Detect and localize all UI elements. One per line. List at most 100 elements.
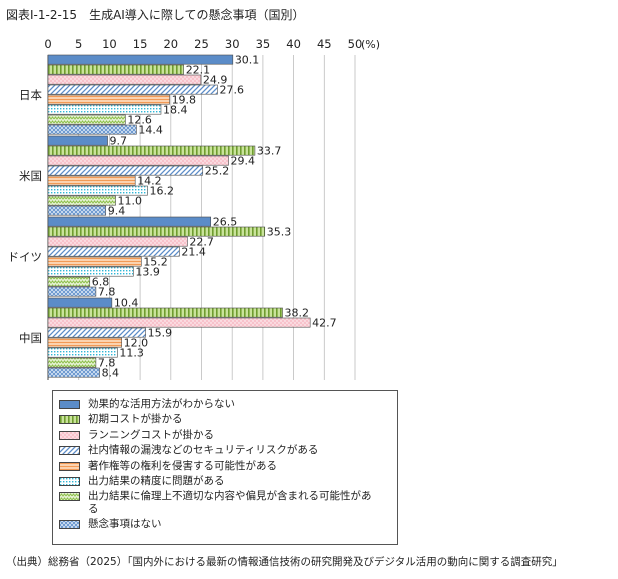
data-label: 26.5 xyxy=(213,216,238,229)
legend-swatch xyxy=(59,492,80,502)
legend-swatch xyxy=(59,446,80,456)
data-label: 22.1 xyxy=(186,64,211,77)
legend-item: 懸念事項はない xyxy=(59,518,397,533)
bar xyxy=(47,236,188,247)
bar xyxy=(47,205,107,216)
x-tick-label: 15 xyxy=(133,37,148,51)
data-label: 14.4 xyxy=(138,124,163,137)
legend-label: 初期コストが掛かる xyxy=(88,413,183,426)
data-label: 15.9 xyxy=(148,327,173,340)
data-label: 22.7 xyxy=(189,236,214,249)
x-tick-label: 45 xyxy=(317,37,332,51)
data-labels: 30.122.124.927.619.818.412.614.49.733.72… xyxy=(92,54,337,380)
data-label: 11.3 xyxy=(119,347,144,360)
legend-label: 著作権等の権利を侵害する可能性がある xyxy=(88,459,277,472)
data-label: 9.4 xyxy=(108,205,126,218)
legend-label: 効果的な活用方法がわからない xyxy=(88,398,235,410)
legend-item: ランニングコストが掛かる xyxy=(59,429,397,444)
figure-title: 図表Ⅰ-1-2-15 生成AI導入に際しての懸念事項（国別） xyxy=(6,8,305,22)
x-tick-label: 35 xyxy=(256,37,271,51)
legend: 効果的な活用方法がわからない 初期コストが掛かるランニングコストが掛かる社内情報の… xyxy=(52,390,398,545)
bar xyxy=(47,94,170,105)
data-label: 25.2 xyxy=(205,165,230,178)
data-label: 21.4 xyxy=(181,246,206,259)
data-label: 24.9 xyxy=(203,74,228,87)
category-label: 日本 xyxy=(19,88,42,102)
data-label: 27.6 xyxy=(219,84,244,97)
bar xyxy=(47,337,122,348)
bar xyxy=(47,327,146,338)
data-label: 7.8 xyxy=(98,357,116,370)
bar xyxy=(47,145,256,156)
source-note: （出典）総務省（2025）「国内外における最新の情報通信技術の研究開発及びデジタ… xyxy=(6,556,563,568)
bar xyxy=(47,84,218,95)
data-label: 7.8 xyxy=(98,286,116,299)
legend-item: 著作権等の権利を侵害する可能性がある xyxy=(59,460,397,475)
data-label: 12.0 xyxy=(124,337,148,350)
x-tick-label: 0 xyxy=(44,37,51,51)
legend-item: 効果的な活用方法がわからない xyxy=(59,398,397,413)
x-tick-label: 40 xyxy=(286,37,301,51)
x-unit-label: (%) xyxy=(361,38,380,51)
data-label: 16.2 xyxy=(149,185,174,198)
bar xyxy=(47,195,116,206)
legend-swatch xyxy=(59,415,80,425)
x-tick-label: 20 xyxy=(163,37,178,51)
bar xyxy=(47,135,108,146)
bar xyxy=(47,175,136,186)
x-axis-ticks: 0 5 10 15 20 25 30 35 40 45 50(%) xyxy=(44,37,380,51)
data-label: 15.2 xyxy=(143,256,168,269)
legend-label: ランニングコストが掛かる xyxy=(88,428,214,441)
data-label: 14.2 xyxy=(137,175,162,188)
bar xyxy=(47,276,91,287)
bar xyxy=(47,357,97,368)
bar xyxy=(47,246,180,257)
category-label: 米国 xyxy=(19,169,42,183)
bar xyxy=(47,226,266,237)
x-tick-label: 50 xyxy=(348,37,363,51)
legend-label: 社内情報の漏洩などのセキュリティリスクがある xyxy=(88,444,319,457)
bar xyxy=(47,307,283,318)
bar xyxy=(47,286,97,297)
bars xyxy=(47,54,311,378)
data-label: 42.7 xyxy=(312,317,337,330)
x-tick-label: 30 xyxy=(225,37,240,51)
data-label: 35.3 xyxy=(267,226,292,239)
bar xyxy=(47,64,184,75)
data-label: 19.8 xyxy=(172,94,197,107)
data-label: 33.7 xyxy=(257,145,282,158)
legend-item: 出力結果に倫理上不適切な内容や偏見が含まれる可能性がある xyxy=(59,490,397,518)
legend-item: 社内情報の漏洩などのセキュリティリスクがある xyxy=(59,444,397,459)
legend-swatch xyxy=(59,430,80,440)
legend-swatch xyxy=(59,461,80,471)
bar xyxy=(47,256,142,267)
bar xyxy=(47,104,162,115)
x-tick-label: 25 xyxy=(194,37,209,51)
category-label: 中国 xyxy=(19,331,42,345)
data-label: 30.1 xyxy=(235,54,260,67)
bar xyxy=(47,74,202,85)
data-label: 38.2 xyxy=(285,307,310,320)
bar xyxy=(47,367,100,378)
bar xyxy=(47,297,113,308)
data-label: 8.4 xyxy=(102,367,120,380)
data-label: 9.7 xyxy=(110,135,128,148)
data-label: 13.9 xyxy=(135,266,160,279)
legend-item: 出力結果の精度に問題がある xyxy=(59,475,397,490)
data-label: 6.8 xyxy=(92,276,110,289)
legend-label: 懸念事項はない xyxy=(88,518,162,531)
x-tick-label: 5 xyxy=(75,37,82,51)
legend-swatch xyxy=(59,520,80,530)
bar xyxy=(47,165,204,176)
bar xyxy=(47,266,134,277)
data-label: 11.0 xyxy=(118,195,143,208)
bar xyxy=(47,54,234,65)
bar xyxy=(47,317,311,328)
bar xyxy=(47,216,212,227)
bar xyxy=(47,185,148,196)
data-label: 12.6 xyxy=(127,114,152,127)
bar xyxy=(47,155,229,166)
x-tick-label: 10 xyxy=(102,37,117,51)
